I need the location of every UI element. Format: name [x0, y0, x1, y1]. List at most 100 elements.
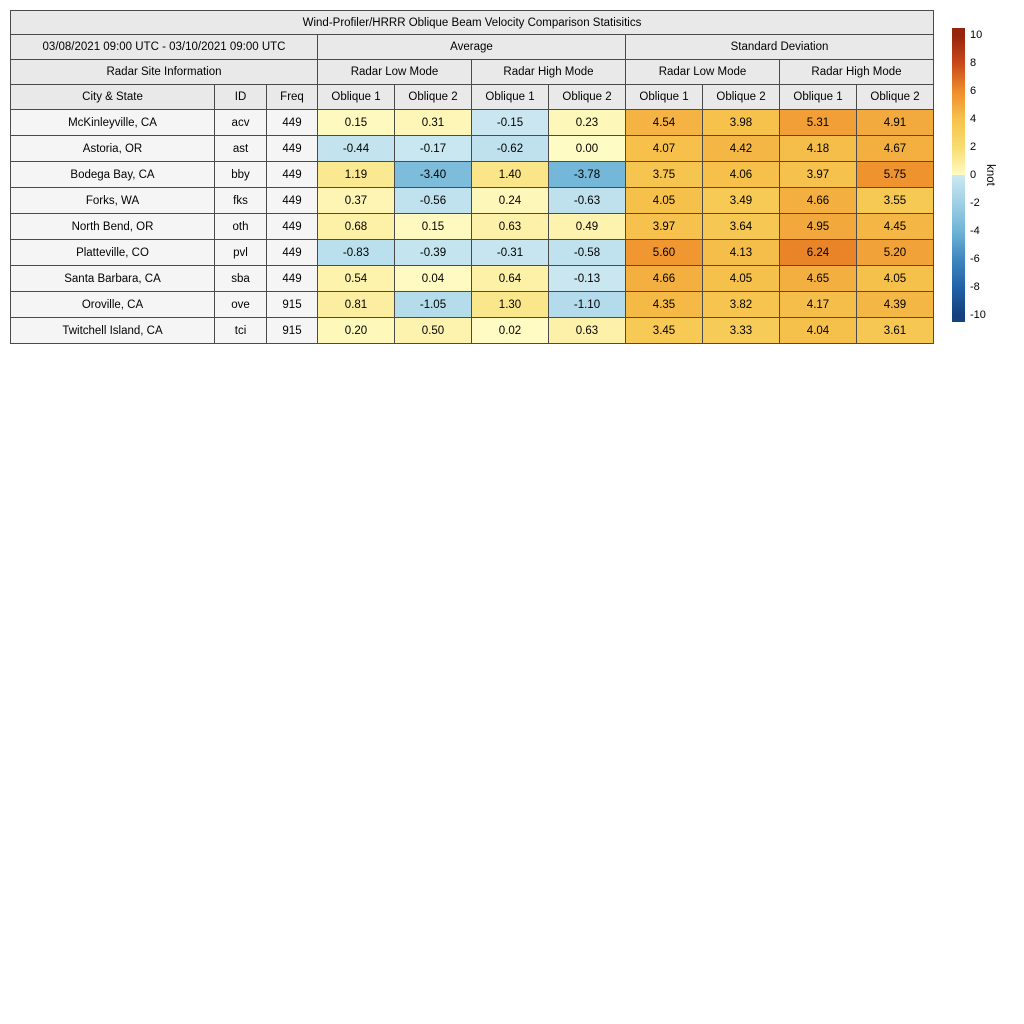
city-cell: Twitchell Island, CA: [10, 317, 215, 344]
value-cell: -3.78: [548, 161, 626, 188]
group-avg-high-mode: Radar High Mode: [471, 59, 626, 85]
value-cell: -0.63: [548, 187, 626, 214]
value-cell: 3.61: [856, 317, 934, 344]
site-id-cell: ove: [214, 291, 267, 318]
table-row: Astoria, OR ast 449 -0.44 -0.17 -0.62 0.00 4.07…: [10, 135, 934, 162]
value-cell: 0.50: [394, 317, 472, 344]
city-cell: Bodega Bay, CA: [10, 161, 215, 188]
table-row: Platteville, CO pvl 449 -0.83 -0.39 -0.31 -0.5…: [10, 239, 934, 266]
table-row: Forks, WA fks 449 0.37 -0.56 0.24 -0.63 4.05 3.4…: [10, 187, 934, 214]
value-cell: 1.19: [317, 161, 395, 188]
value-cell: 1.30: [471, 291, 549, 318]
value-cell: 3.97: [779, 161, 857, 188]
colorbar-tick-label: -10: [970, 309, 986, 321]
value-cell: 4.05: [856, 265, 934, 292]
value-cell: 4.95: [779, 213, 857, 240]
value-cell: 3.45: [625, 317, 703, 344]
col-city-state: City & State: [10, 84, 215, 110]
value-cell: 0.15: [394, 213, 472, 240]
value-cell: 4.17: [779, 291, 857, 318]
value-cell: 3.82: [702, 291, 780, 318]
city-cell: Forks, WA: [10, 187, 215, 214]
colorbar-ticks: 10 8 6 4 2 0 -2 -4 -6 -8 -10: [970, 28, 1004, 322]
value-cell: 4.06: [702, 161, 780, 188]
col-avg-high-oblique1: Oblique 1: [471, 84, 549, 110]
colorbar-tick-label: -2: [970, 197, 980, 209]
site-id-cell: tci: [214, 317, 267, 344]
colorbar-tick-label: 0: [970, 169, 977, 181]
value-cell: 3.55: [856, 187, 934, 214]
colorbar-tick-label: 4: [970, 113, 977, 125]
value-cell: 3.33: [702, 317, 780, 344]
value-cell: 4.05: [702, 265, 780, 292]
value-cell: 4.13: [702, 239, 780, 266]
group-average: Average: [317, 34, 626, 60]
city-cell: Santa Barbara, CA: [10, 265, 215, 292]
value-cell: -0.39: [394, 239, 472, 266]
city-cell: Astoria, OR: [10, 135, 215, 162]
value-cell: 5.20: [856, 239, 934, 266]
value-cell: 4.54: [625, 109, 703, 136]
value-cell: 0.23: [548, 109, 626, 136]
value-cell: 0.54: [317, 265, 395, 292]
group-header-row: 03/08/2021 09:00 UTC - 03/10/2021 09:00 …: [10, 34, 934, 60]
value-cell: 4.65: [779, 265, 857, 292]
value-cell: -0.62: [471, 135, 549, 162]
freq-cell: 449: [266, 239, 318, 266]
col-sd-high-oblique2: Oblique 2: [856, 84, 934, 110]
table-row: McKinleyville, CA acv 449 0.15 0.31 -0.15 0.23…: [10, 109, 934, 136]
mode-header-row: Radar Site Information Radar Low Mode Ra…: [10, 59, 934, 85]
colorbar-tick-label: 6: [970, 85, 977, 97]
value-cell: 3.64: [702, 213, 780, 240]
site-id-cell: acv: [214, 109, 267, 136]
col-freq: Freq: [266, 84, 318, 110]
col-avg-low-oblique2: Oblique 2: [394, 84, 472, 110]
freq-cell: 449: [266, 161, 318, 188]
value-cell: 4.18: [779, 135, 857, 162]
value-cell: 4.35: [625, 291, 703, 318]
colorbar-tick-label: 8: [970, 57, 977, 69]
value-cell: 0.64: [471, 265, 549, 292]
value-cell: 4.39: [856, 291, 934, 318]
table-row: Oroville, CA ove 915 0.81 -1.05 1.30 -1.10 4.35…: [10, 291, 934, 318]
city-cell: Oroville, CA: [10, 291, 215, 318]
table-row: Santa Barbara, CA sba 449 0.54 0.04 0.64 -0.13…: [10, 265, 934, 292]
freq-cell: 915: [266, 291, 318, 318]
colorbar-tick-label: -4: [970, 225, 980, 237]
freq-cell: 449: [266, 265, 318, 292]
group-standard-deviation: Standard Deviation: [625, 34, 934, 60]
col-sd-high-oblique1: Oblique 1: [779, 84, 857, 110]
value-cell: 4.05: [625, 187, 703, 214]
value-cell: -0.56: [394, 187, 472, 214]
value-cell: 0.68: [317, 213, 395, 240]
col-id: ID: [214, 84, 267, 110]
value-cell: 4.67: [856, 135, 934, 162]
site-id-cell: oth: [214, 213, 267, 240]
group-sd-high-mode: Radar High Mode: [779, 59, 934, 85]
value-cell: 4.04: [779, 317, 857, 344]
value-cell: 0.63: [548, 317, 626, 344]
value-cell: 4.42: [702, 135, 780, 162]
table-title: Wind-Profiler/HRRR Oblique Beam Velocity…: [10, 10, 934, 35]
table-row: North Bend, OR oth 449 0.68 0.15 0.63 0.49 3.97…: [10, 213, 934, 240]
city-cell: North Bend, OR: [10, 213, 215, 240]
value-cell: -3.40: [394, 161, 472, 188]
value-cell: 5.75: [856, 161, 934, 188]
value-cell: -0.58: [548, 239, 626, 266]
colorbar-gradient: [952, 28, 965, 322]
date-range: 03/08/2021 09:00 UTC - 03/10/2021 09:00 …: [10, 34, 318, 60]
site-id-cell: fks: [214, 187, 267, 214]
value-cell: 0.49: [548, 213, 626, 240]
colorbar-unit-label: knot: [984, 164, 996, 186]
value-cell: 1.40: [471, 161, 549, 188]
value-cell: 0.20: [317, 317, 395, 344]
freq-cell: 915: [266, 317, 318, 344]
group-radar-site-info: Radar Site Information: [10, 59, 318, 85]
value-cell: 0.00: [548, 135, 626, 162]
table-row: Bodega Bay, CA bby 449 1.19 -3.40 1.40 -3.78 3.…: [10, 161, 934, 188]
value-cell: -0.31: [471, 239, 549, 266]
column-header-row: City & State ID Freq Oblique 1 Oblique 2…: [10, 84, 934, 110]
value-cell: -0.13: [548, 265, 626, 292]
value-cell: -0.83: [317, 239, 395, 266]
table-row: Twitchell Island, CA tci 915 0.20 0.50 0.02 0.…: [10, 317, 934, 344]
